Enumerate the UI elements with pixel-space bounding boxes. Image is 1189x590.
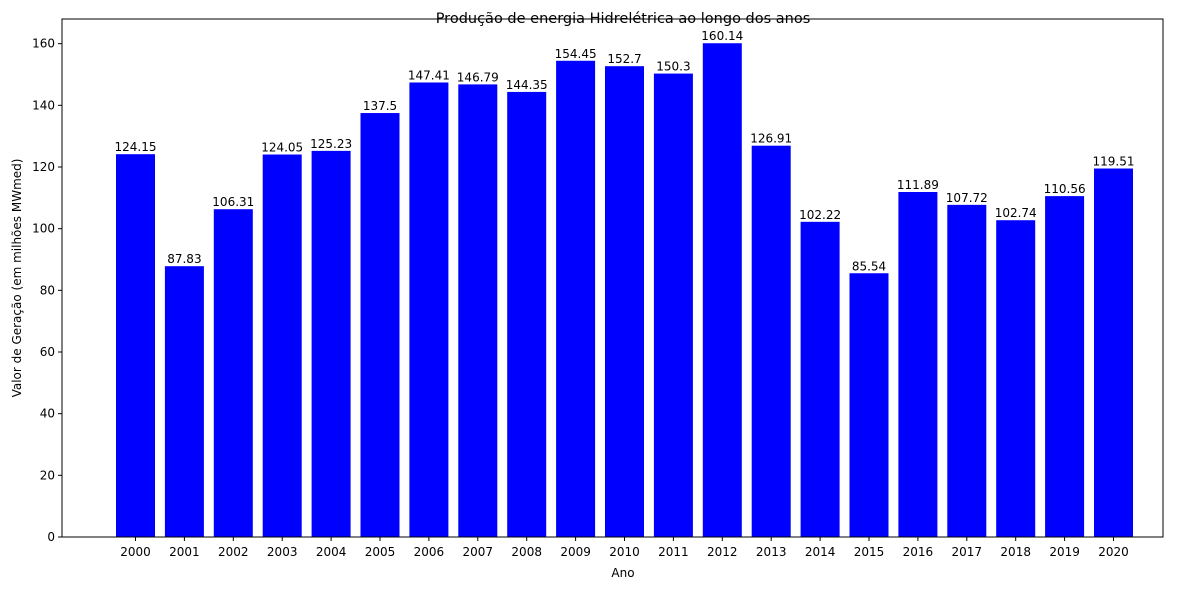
value-label-2006: 147.41 <box>408 68 450 82</box>
x-tick-label-2007: 2007 <box>463 545 494 559</box>
y-axis: 0 20 40 60 80 100 120 140 160 <box>32 37 62 544</box>
value-label-2016: 111.89 <box>897 178 939 192</box>
y-tick-label-40: 40 <box>40 407 55 421</box>
y-tick-label-160: 160 <box>32 37 55 51</box>
x-tick-label-2004: 2004 <box>316 545 347 559</box>
x-axis: 2000 2001 2002 2003 2004 2005 2006 2007 2008 2009… <box>120 537 1129 559</box>
bar-2014 <box>800 221 840 537</box>
bar-2018 <box>996 220 1036 537</box>
bar-2003 <box>262 154 302 537</box>
x-tick-label-2008: 2008 <box>511 545 542 559</box>
value-label-2020: 119.51 <box>1093 155 1135 169</box>
x-tick-label-2002: 2002 <box>218 545 249 559</box>
value-labels-group: 124.15 87.83 106.31 124.05 125.23 137.5 147.41… <box>115 29 1135 273</box>
x-tick-label-2020: 2020 <box>1098 545 1129 559</box>
x-tick-label-2014: 2014 <box>805 545 836 559</box>
bar-2016 <box>898 192 938 537</box>
value-label-2017: 107.72 <box>946 191 988 205</box>
x-tick-label-2016: 2016 <box>903 545 934 559</box>
value-label-2003: 124.05 <box>261 141 303 155</box>
bar-2012 <box>702 43 742 538</box>
bar-2005 <box>360 113 400 537</box>
value-label-2014: 102.22 <box>799 208 841 222</box>
value-label-2009: 154.45 <box>555 47 597 61</box>
value-label-2002: 106.31 <box>212 195 254 209</box>
bar-2006 <box>409 82 449 538</box>
bar-2002 <box>213 209 253 537</box>
plot-frame <box>61 18 1164 538</box>
y-tick-label-100: 100 <box>32 222 55 236</box>
y-tick-label-140: 140 <box>32 98 55 112</box>
bars-group <box>116 43 1133 538</box>
x-tick-label-2005: 2005 <box>365 545 396 559</box>
x-tick-label-2000: 2000 <box>120 545 151 559</box>
bar-2007 <box>458 84 498 538</box>
x-tick-label-2003: 2003 <box>267 545 298 559</box>
x-axis-title: Ano <box>611 566 634 580</box>
bar-2004 <box>311 150 351 537</box>
bar-2013 <box>751 145 791 537</box>
value-label-2013: 126.91 <box>750 132 792 146</box>
y-tick-label-60: 60 <box>40 345 55 359</box>
value-label-2000: 124.15 <box>115 140 157 154</box>
bar-2009 <box>556 60 596 537</box>
x-tick-label-2015: 2015 <box>854 545 885 559</box>
value-label-2008: 144.35 <box>506 78 548 92</box>
value-label-2001: 87.83 <box>167 252 201 266</box>
value-label-2007: 146.79 <box>457 70 499 84</box>
value-label-2010: 152.7 <box>607 52 641 66</box>
value-label-2012: 160.14 <box>701 29 743 43</box>
bar-2010 <box>605 66 644 538</box>
bar-2001 <box>164 266 204 537</box>
bar-2011 <box>653 73 693 537</box>
value-label-2019: 110.56 <box>1044 182 1086 196</box>
x-tick-label-2017: 2017 <box>952 545 983 559</box>
value-label-2015: 85.54 <box>852 259 886 273</box>
x-tick-label-2010: 2010 <box>609 545 640 559</box>
y-axis-title: Valor de Geração (em milhões MWmed) <box>10 159 24 398</box>
bar-2019 <box>1045 196 1085 538</box>
y-tick-label-20: 20 <box>40 468 55 482</box>
value-label-2018: 102.74 <box>995 206 1037 220</box>
value-label-2011: 150.3 <box>656 60 690 74</box>
x-tick-label-2012: 2012 <box>707 545 738 559</box>
x-tick-label-2013: 2013 <box>756 545 787 559</box>
bar-2017 <box>947 204 987 538</box>
bar-2015 <box>849 273 889 537</box>
x-tick-label-2019: 2019 <box>1049 545 1080 559</box>
y-tick-label-120: 120 <box>32 160 55 174</box>
bar-2000 <box>116 154 155 537</box>
y-tick-label-0: 0 <box>47 530 55 544</box>
x-tick-label-2018: 2018 <box>1000 545 1031 559</box>
bar-2020 <box>1094 168 1133 537</box>
y-tick-label-80: 80 <box>40 283 55 297</box>
value-label-2005: 137.5 <box>363 99 397 113</box>
value-label-2004: 125.23 <box>310 137 352 151</box>
bar-2008 <box>507 91 547 538</box>
x-tick-label-2006: 2006 <box>414 545 445 559</box>
x-tick-label-2001: 2001 <box>169 545 200 559</box>
x-tick-label-2009: 2009 <box>560 545 591 559</box>
x-tick-label-2011: 2011 <box>658 545 689 559</box>
